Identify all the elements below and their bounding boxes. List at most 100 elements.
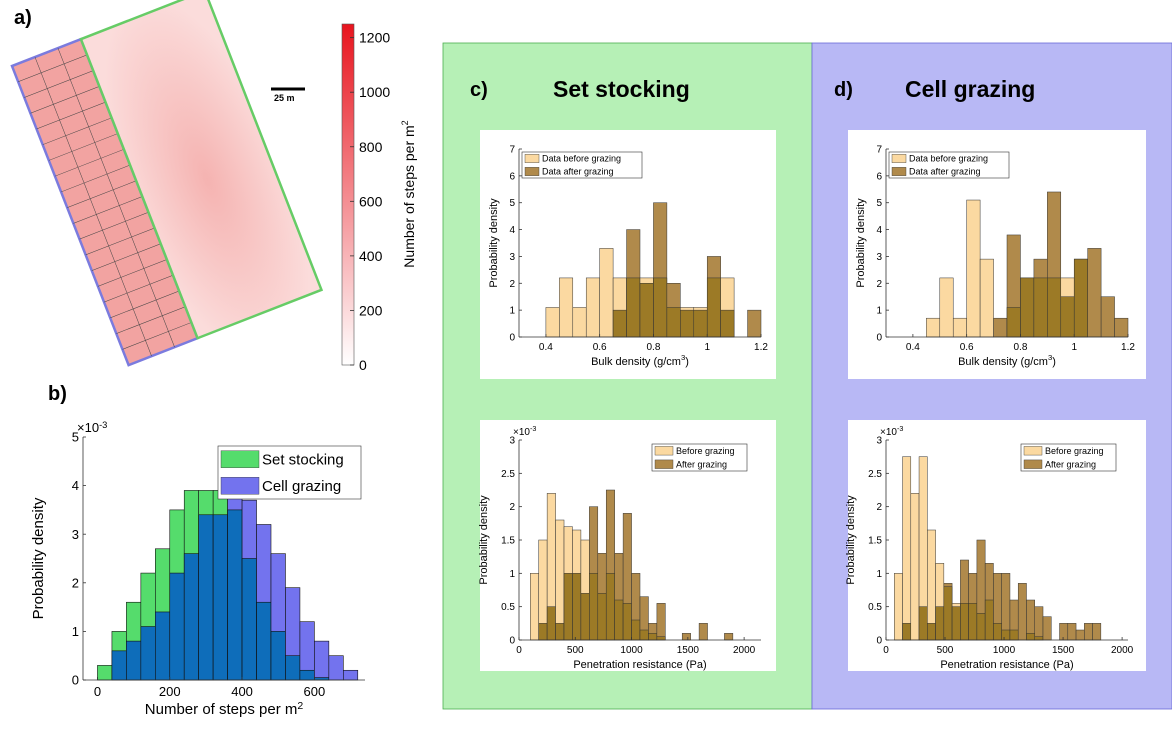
y-tick-label: 6: [876, 171, 882, 182]
y-tick-label: 3: [876, 252, 882, 263]
bar-overlap: [256, 601, 272, 681]
legend-swatch: [1023, 446, 1043, 456]
bar-series2: [1114, 317, 1129, 338]
y-tick-label: 1: [72, 624, 79, 639]
y-tick-label: 3: [876, 436, 882, 447]
colorbar-tick-label: 400: [359, 248, 383, 264]
bar-series1: [966, 199, 981, 338]
colorbar-tick-label: 800: [359, 139, 383, 155]
x-tick-label: 200: [159, 684, 181, 699]
y-exponent-power: -3: [530, 424, 536, 433]
legend-swatch: [524, 167, 540, 176]
x-tick-label: 1.2: [754, 342, 768, 353]
x-tick-label: 0: [883, 645, 889, 656]
x-tick-label: 1000: [620, 645, 643, 656]
y-exponent-power: -3: [897, 424, 903, 433]
x-axis-label: Penetration resistance (Pa): [940, 659, 1073, 671]
legend-label: Before grazing: [1045, 446, 1104, 456]
cell-grid-line: [91, 243, 161, 271]
panel-c-title: Set stocking: [553, 76, 690, 102]
cell-grid-line: [34, 56, 152, 357]
bar-series1: [910, 493, 920, 641]
bar-overlap: [546, 606, 556, 641]
bar-overlap: [918, 606, 928, 641]
legend: Data before grazing Data after grazing: [888, 151, 1010, 179]
y-tick-label: 0: [876, 333, 882, 344]
colorbar-label-sup: 2: [400, 120, 410, 125]
bar-overlap: [1060, 296, 1075, 338]
bar-series1: [559, 277, 574, 338]
bar-series1: [952, 317, 967, 338]
y-exponent-label: ×10-3: [77, 420, 107, 435]
y-axis-label: Probability density: [488, 198, 500, 288]
y-tick-label: 4: [509, 225, 515, 236]
colorbar-tick-label: 600: [359, 193, 383, 209]
colorbar-tick-label: 0: [359, 357, 367, 373]
bar-series2: [1067, 623, 1077, 641]
cell-grid-line: [18, 54, 88, 82]
bar-series1: [530, 573, 539, 641]
bar-series1: [599, 248, 614, 338]
cell-grid-line: [48, 133, 118, 161]
bar-overlap: [626, 277, 641, 338]
bar-series2: [993, 317, 1008, 338]
bar-overlap: [1033, 277, 1048, 338]
bar-overlap: [951, 606, 961, 641]
y-tick-label: 3: [509, 436, 515, 447]
y-tick-label: 0: [509, 636, 515, 647]
bar-overlap: [241, 558, 257, 681]
legend-swatch: [654, 446, 674, 456]
bar-overlap: [631, 619, 641, 641]
y-tick-label: 2.5: [501, 469, 515, 480]
bar-overlap: [1073, 258, 1088, 338]
bar-series1: [902, 456, 912, 641]
bar-overlap: [597, 593, 607, 641]
panel-label-a: a): [14, 7, 32, 29]
bar-overlap: [285, 655, 301, 681]
bar-overlap: [902, 623, 912, 641]
y-tick-label: 1: [509, 569, 515, 580]
bar-series1: [545, 307, 560, 338]
x-axis-label: Bulk density (g/cm3): [958, 353, 1056, 368]
bar-series2: [1092, 623, 1102, 641]
bar-overlap: [1034, 636, 1044, 641]
bar-series2: [314, 640, 330, 681]
y-exponent-base: ×10: [513, 427, 530, 438]
bar-series2: [1017, 583, 1027, 641]
legend-label: Set stocking: [262, 452, 344, 469]
x-tick-label: 500: [937, 645, 954, 656]
bar-overlap: [648, 633, 658, 641]
bar-overlap: [111, 650, 127, 681]
y-tick-label: 7: [509, 145, 515, 156]
legend-label: After grazing: [676, 459, 727, 469]
legend-label: Data after grazing: [909, 167, 981, 177]
colorbar-tick-label: 200: [359, 302, 383, 318]
bar-series1: [939, 277, 954, 338]
legend: Before grazing After grazing: [1020, 443, 1117, 472]
bar-series1: [894, 573, 903, 641]
bar-overlap: [589, 573, 599, 641]
y-tick-label: 0.5: [868, 602, 882, 613]
y-tick-label: 2.5: [868, 469, 882, 480]
legend-swatch: [524, 154, 540, 163]
x-axis-label-text: Number of steps per m: [145, 701, 298, 718]
bar-series1: [926, 317, 941, 338]
bar-series2: [343, 669, 359, 681]
x-axis-label-text: Bulk density (g/cm: [591, 356, 681, 368]
cell-grid-line: [73, 196, 143, 224]
y-exponent-label: ×10-3: [880, 424, 903, 438]
y-tick-label: 5: [876, 198, 882, 209]
legend-label: Data after grazing: [542, 167, 614, 177]
bar-series1: [97, 665, 113, 681]
x-axis-label-text: Penetration resistance (Pa): [940, 659, 1073, 671]
bar-overlap: [666, 307, 681, 338]
cell-grid-line: [54, 149, 124, 177]
scale-bar: 25 m: [271, 87, 305, 103]
bar-overlap: [680, 309, 695, 338]
legend-swatch: [654, 459, 674, 469]
legend-label: Data before grazing: [909, 154, 988, 164]
bar-overlap: [976, 613, 986, 641]
chart-d_bottom: 0 500 1000 1500 2000 0 0.5 1 1.5 2 2.5 3×10-3 Penetr…: [845, 424, 1134, 671]
